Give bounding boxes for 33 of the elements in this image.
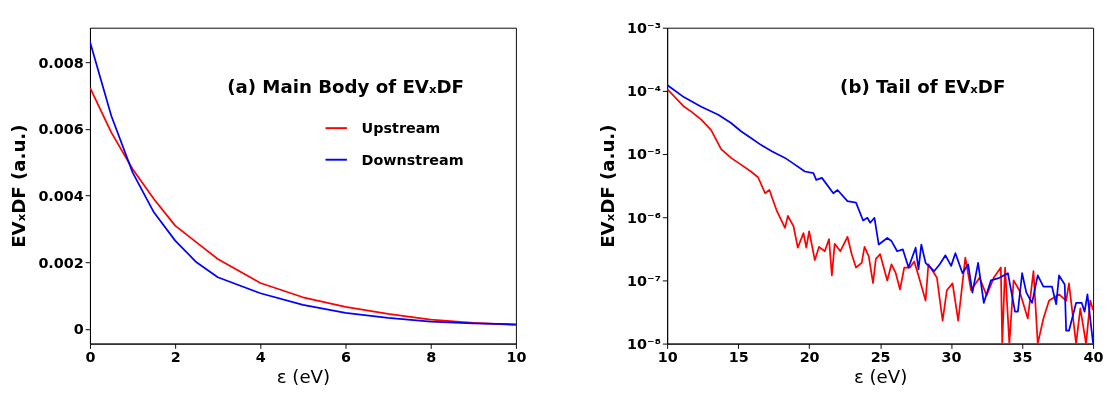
- legend-label: Upstream: [361, 119, 441, 136]
- x-tick-label: 8: [426, 349, 437, 366]
- y-tick-label: 0.002: [38, 254, 84, 271]
- text: (a) Main Body of EVₓDF: [227, 76, 464, 98]
- x-tick-label: 4: [255, 349, 266, 366]
- x-tick-label: 10: [506, 349, 527, 366]
- x-tick-label: 10: [657, 349, 678, 366]
- x-axis-title: ε (eV): [853, 366, 908, 388]
- y-tick-label: 0.004: [38, 187, 84, 204]
- y-tick-label: 10⁻³: [627, 19, 661, 36]
- line-series: [89, 40, 516, 326]
- y-tick-label: 10⁻⁷: [627, 272, 661, 289]
- legend-label: Downstream: [361, 151, 464, 168]
- x-tick-label: 15: [728, 349, 749, 366]
- x-tick-label: 30: [941, 349, 962, 366]
- y-tick-label: 0.006: [38, 121, 84, 138]
- y-tick-label: 0.008: [38, 54, 84, 71]
- x-tick-label: 40: [1083, 349, 1104, 366]
- x-tick-label: 2: [170, 349, 181, 366]
- x-tick-label: 25: [870, 349, 891, 366]
- y-tick-label: 0: [73, 321, 84, 338]
- y-tick-label: 10⁻⁵: [627, 146, 661, 163]
- y-tick-label: 10⁻⁶: [627, 209, 661, 226]
- x-tick-label: 20: [799, 349, 820, 366]
- y-axis-title: EVₓDF (a.u.): [596, 124, 618, 248]
- text: (b) Tail of EVₓDF: [840, 76, 1006, 98]
- y-axis-title: EVₓDF (a.u.): [7, 124, 29, 248]
- x-axis-title: ε (eV): [276, 366, 331, 388]
- y-tick-label: 10⁻⁴: [627, 83, 661, 100]
- x-tick-label: 0: [85, 349, 96, 366]
- y-tick-label: 10⁻⁸: [627, 335, 661, 352]
- x-tick-label: 6: [341, 349, 352, 366]
- x-tick-label: 35: [1012, 349, 1033, 366]
